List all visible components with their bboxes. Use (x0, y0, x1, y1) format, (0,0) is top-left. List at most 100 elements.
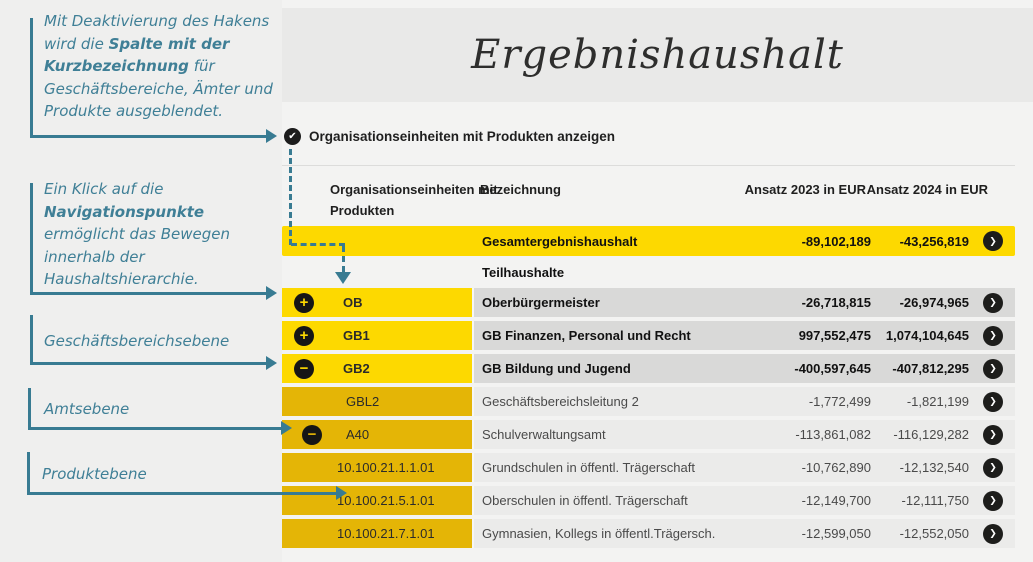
annotation-geschaeftsbereichsebene: Geschäftsbereichsebene (44, 330, 229, 353)
plus-icon[interactable]: + (294, 292, 314, 313)
nav-cell: ❯ (971, 387, 1015, 416)
ansatz-2024-value: -12,111,750 (901, 493, 969, 508)
navigation-point-icon[interactable]: ❯ (983, 457, 1003, 478)
ansatz-2024-value: -1,821,199 (906, 394, 969, 409)
divider (282, 165, 1015, 166)
org-unit-code-cell (282, 260, 474, 284)
org-unit-code-cell: 10.100.21.7.1.01 (282, 519, 474, 548)
nav-cell: ❯ (971, 288, 1015, 317)
arrowhead-right-icon (266, 129, 277, 143)
ansatz-2023-value: -89,102,189 (801, 233, 871, 249)
ansatz-2024-value: 1,074,104,645 (885, 328, 969, 343)
ansatz-2024-value: -116,129,282 (893, 427, 969, 442)
ansatz-2024-cell: -43,256,819 (875, 226, 971, 256)
ansatz-2024-cell: -12,132,540 (875, 453, 971, 482)
ansatz-2023-cell (751, 260, 875, 284)
show-org-units-checkbox-row: ✔ Organisationseinheiten mit Produkten a… (284, 128, 615, 145)
ansatz-2023-cell: 997,552,475 (751, 321, 875, 350)
ansatz-2023-cell: -113,861,082 (751, 420, 875, 449)
nav-cell: ❯ (971, 354, 1015, 383)
ansatz-2024-cell: -26,974,965 (875, 288, 971, 317)
arrow-line (30, 18, 33, 138)
ansatz-2024-value: -26,974,965 (899, 295, 969, 310)
ansatz-2023-value: -26,718,815 (801, 295, 871, 310)
bezeichnung-label: Teilhaushalte (482, 264, 565, 280)
arrow-line (30, 315, 33, 365)
ansatz-2024-value: -12,552,050 (899, 526, 969, 541)
bezeichnung-cell: Teilhaushalte (474, 260, 751, 284)
nav-cell: ❯ (971, 519, 1015, 548)
annotation-text: Amtsebene (44, 400, 130, 418)
table-row[interactable]: + OB Oberbürgermeister -26,718,815 -26,9… (282, 288, 1015, 317)
org-unit-code-cell: 10.100.21.1.1.01 (282, 453, 474, 482)
nav-cell (971, 260, 1015, 284)
bezeichnung-label: Oberbürgermeister (482, 295, 600, 310)
table-row[interactable]: − GB2 GB Bildung und Jugend -400,597,645… (282, 354, 1015, 383)
table-row[interactable]: GBL2 Geschäftsbereichsleitung 2 -1,772,4… (282, 387, 1015, 416)
nav-cell: ❯ (971, 226, 1015, 256)
ansatz-2023-value: -12,149,700 (801, 493, 871, 508)
ansatz-2023-value: 997,552,475 (798, 328, 871, 343)
bezeichnung-cell: Geschäftsbereichsleitung 2 (474, 387, 751, 416)
budget-panel: Ergebnishaushalt ✔ Organisationseinheite… (282, 0, 1033, 562)
arrowhead-down-icon (335, 272, 351, 284)
bezeichnung-cell: GB Finanzen, Personal und Recht (474, 321, 751, 350)
bezeichnung-cell: Oberbürgermeister (474, 288, 751, 317)
nav-cell: ❯ (971, 321, 1015, 350)
minus-icon[interactable]: − (294, 358, 314, 379)
table-row[interactable]: − A40 Schulverwaltungsamt -113,861,082 -… (282, 420, 1015, 449)
bezeichnung-label: Grundschulen in öffentl. Trägerschaft (482, 460, 695, 475)
table-row[interactable]: Gesamtergebnishaushalt -89,102,189 -43,2… (282, 226, 1015, 256)
navigation-point-icon[interactable]: ❯ (983, 292, 1003, 313)
navigation-point-icon[interactable]: ❯ (983, 325, 1003, 346)
bezeichnung-label: Gymnasien, Kollegs in öffentl.Trägersch. (482, 526, 716, 541)
table-row[interactable]: 10.100.21.7.1.01 Gymnasien, Kollegs in ö… (282, 519, 1015, 548)
annotation-amtsebene: Amtsebene (44, 398, 129, 421)
arrow-line (30, 135, 267, 138)
org-unit-code-cell (282, 226, 474, 256)
arrowhead-right-icon (266, 356, 277, 370)
table-row[interactable]: 10.100.21.1.1.01 Grundschulen in öffentl… (282, 453, 1015, 482)
org-unit-code: GBL2 (346, 394, 380, 409)
ansatz-2024-value: -12,132,540 (899, 460, 969, 475)
navigation-point-icon[interactable]: ❯ (983, 490, 1003, 511)
org-unit-code-cell: − A40 (282, 420, 474, 449)
bezeichnung-label: Schulverwaltungsamt (482, 427, 606, 442)
table-row[interactable]: 10.100.21.5.1.01 Oberschulen in öffentl.… (282, 486, 1015, 515)
annotation-text: für Geschäftsbereiche, Ämter und Produkt… (44, 57, 273, 120)
annotation-text: Ein Klick auf die (44, 180, 164, 198)
nav-cell: ❯ (971, 486, 1015, 515)
annotation-produktebene: Produktebene (42, 463, 147, 486)
ansatz-2024-value: -407,812,295 (892, 361, 969, 376)
plus-icon[interactable]: + (294, 325, 314, 346)
table-row[interactable]: + GB1 GB Finanzen, Personal und Recht 99… (282, 321, 1015, 350)
bezeichnung-label: Gesamtergebnishaushalt (482, 233, 638, 249)
org-unit-code-cell: 10.100.21.5.1.01 (282, 486, 474, 515)
navigation-point-icon[interactable]: ❯ (983, 391, 1003, 412)
dashed-line (289, 149, 292, 245)
arrow-line (28, 388, 31, 430)
ansatz-2024-cell: -12,111,750 (875, 486, 971, 515)
bezeichnung-cell: GB Bildung und Jugend (474, 354, 751, 383)
checkbox-checked-icon[interactable]: ✔ (284, 128, 301, 145)
checkbox-label[interactable]: Organisationseinheiten mit Produkten anz… (309, 129, 616, 144)
ansatz-2024-cell: -12,552,050 (875, 519, 971, 548)
ansatz-2024-cell: 1,074,104,645 (875, 321, 971, 350)
org-unit-code: 10.100.21.1.1.01 (337, 460, 435, 475)
ansatz-2024-cell: -116,129,282 (875, 420, 971, 449)
navigation-point-icon[interactable]: ❯ (983, 231, 1003, 251)
bezeichnung-label: Geschäftsbereichsleitung 2 (482, 394, 639, 409)
arrow-line (27, 492, 337, 495)
navigation-point-icon[interactable]: ❯ (983, 523, 1003, 544)
bezeichnung-label: Oberschulen in öffentl. Trägerschaft (482, 493, 688, 508)
org-unit-code: GB1 (343, 328, 370, 343)
navigation-point-icon[interactable]: ❯ (983, 358, 1003, 379)
ansatz-2023-cell: -12,599,050 (751, 519, 875, 548)
arrow-line (30, 292, 267, 295)
table-row[interactable]: Teilhaushalte (282, 260, 1015, 284)
minus-icon[interactable]: − (302, 424, 322, 445)
navigation-point-icon[interactable]: ❯ (983, 424, 1003, 445)
arrowhead-right-icon (266, 286, 277, 300)
bezeichnung-label: GB Bildung und Jugend (482, 361, 631, 376)
